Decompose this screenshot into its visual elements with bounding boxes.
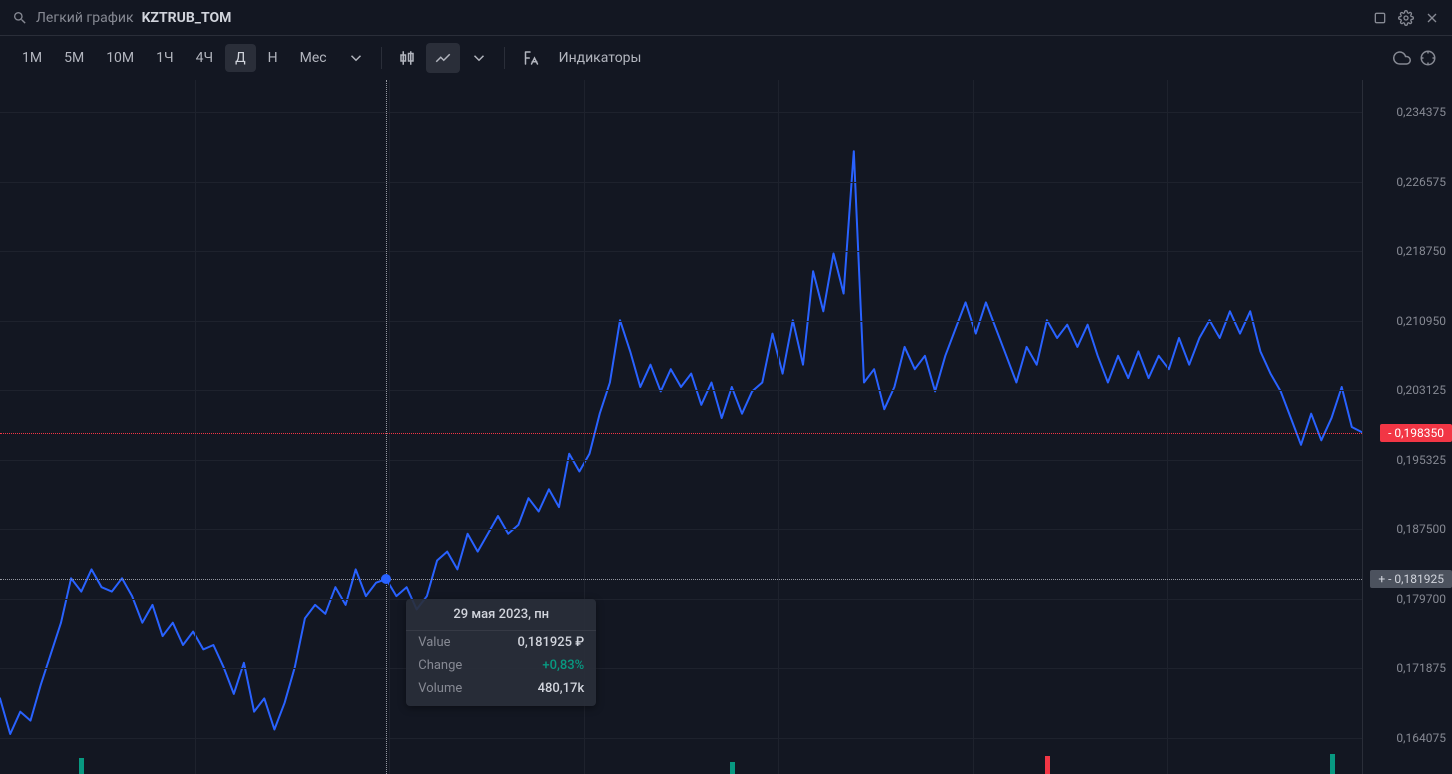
volume-bar xyxy=(79,758,84,774)
tooltip-value: +0,83% xyxy=(542,658,584,673)
y-tick: 0,164075 xyxy=(1396,731,1446,745)
y-tick: 0,195325 xyxy=(1396,453,1446,467)
toolbar: 1М5М10М1Ч4ЧДНМес Индикаторы xyxy=(0,36,1452,80)
crosshair-v xyxy=(386,80,387,774)
indicators-button[interactable]: Индикаторы xyxy=(549,44,652,72)
title-light: Легкий график xyxy=(36,10,134,26)
y-tick: 0,187500 xyxy=(1396,522,1446,536)
settings-icon[interactable] xyxy=(1398,10,1414,26)
tooltip-value: 0,181925 ₽ xyxy=(517,635,584,650)
cursor-dot xyxy=(381,574,391,584)
tooltip-row: Volume 480,17k xyxy=(406,677,596,706)
line-chart-icon[interactable] xyxy=(426,43,460,73)
tooltip-date: 29 мая 2023, пн xyxy=(406,599,596,631)
window-header: Легкий график KZTRUB_TOM xyxy=(0,0,1452,36)
crosshair-h xyxy=(0,579,1362,580)
minimize-icon[interactable] xyxy=(1372,10,1388,26)
grid-line-v xyxy=(389,80,390,774)
crosshair-price-label: + - 0,181925 xyxy=(1370,570,1452,588)
interval-10М[interactable]: 10М xyxy=(96,44,144,72)
close-icon[interactable] xyxy=(1424,10,1440,26)
interval-4Ч[interactable]: 4Ч xyxy=(186,44,223,72)
interval-Д[interactable]: Д xyxy=(225,44,256,72)
grid-line-h xyxy=(0,599,1362,600)
grid-line-h xyxy=(0,460,1362,461)
grid-line-h xyxy=(0,668,1362,669)
y-tick: 0,226575 xyxy=(1396,175,1446,189)
tooltip-key: Volume xyxy=(418,681,462,696)
volume-bar xyxy=(1330,754,1335,774)
candlestick-icon[interactable] xyxy=(390,43,424,73)
snapshot-icon[interactable] xyxy=(1416,46,1440,70)
interval-Н[interactable]: Н xyxy=(258,44,288,72)
tooltip-value: 480,17k xyxy=(538,681,585,696)
tooltip-row: Change +0,83% xyxy=(406,654,596,677)
tooltip-key: Change xyxy=(418,658,462,673)
grid-line-h xyxy=(0,390,1362,391)
toolbar-separator xyxy=(381,47,382,69)
search-icon[interactable] xyxy=(12,10,28,26)
y-tick: 0,210950 xyxy=(1396,314,1446,328)
chart-area[interactable]: 29 мая 2023, пн Value 0,181925 ₽ Change +0,8… xyxy=(0,80,1362,774)
grid-line-h xyxy=(0,529,1362,530)
interval-1М[interactable]: 1М xyxy=(12,44,52,72)
y-tick: 0,203125 xyxy=(1396,383,1446,397)
volume-bar xyxy=(730,762,735,774)
tooltip-row: Value 0,181925 ₽ xyxy=(406,631,596,654)
y-tick: 0,179700 xyxy=(1396,592,1446,606)
grid-line-v xyxy=(973,80,974,774)
tooltip: 29 мая 2023, пн Value 0,181925 ₽ Change +0,8… xyxy=(406,599,596,706)
header-right xyxy=(1372,10,1440,26)
fx-icon[interactable] xyxy=(513,43,547,73)
cloud-icon[interactable] xyxy=(1390,46,1414,70)
tooltip-key: Value xyxy=(418,635,450,650)
header-left: Легкий график KZTRUB_TOM xyxy=(12,10,231,26)
interval-Мес[interactable]: Мес xyxy=(290,44,337,72)
interval-1Ч[interactable]: 1Ч xyxy=(146,44,183,72)
interval-group: 1М5М10М1Ч4ЧДНМес xyxy=(12,44,337,72)
grid-line-h xyxy=(0,182,1362,183)
toolbar-separator xyxy=(504,47,505,69)
volume-bar xyxy=(1045,756,1050,774)
title-strong: KZTRUB_TOM xyxy=(142,10,232,26)
current-price-label: - 0,198350 xyxy=(1380,424,1452,442)
price-line-svg xyxy=(0,80,1362,774)
y-tick: 0,234375 xyxy=(1396,105,1446,119)
y-tick: 0,218750 xyxy=(1396,244,1446,258)
grid-line-h xyxy=(0,321,1362,322)
chart-type-menu-icon[interactable] xyxy=(462,43,496,73)
current-price-line xyxy=(0,433,1362,434)
y-axis[interactable]: 0,234375 0,226575 0,218750 0,210950 0,203125… xyxy=(1362,80,1452,774)
grid-line-v xyxy=(1167,80,1168,774)
interval-5М[interactable]: 5М xyxy=(54,44,94,72)
grid-line-v xyxy=(778,80,779,774)
grid-line-h xyxy=(0,251,1362,252)
grid-line-h xyxy=(0,112,1362,113)
chevron-down-icon[interactable] xyxy=(339,43,373,73)
y-tick: 0,171875 xyxy=(1396,661,1446,675)
grid-line-h xyxy=(0,738,1362,739)
grid-line-v xyxy=(195,80,196,774)
